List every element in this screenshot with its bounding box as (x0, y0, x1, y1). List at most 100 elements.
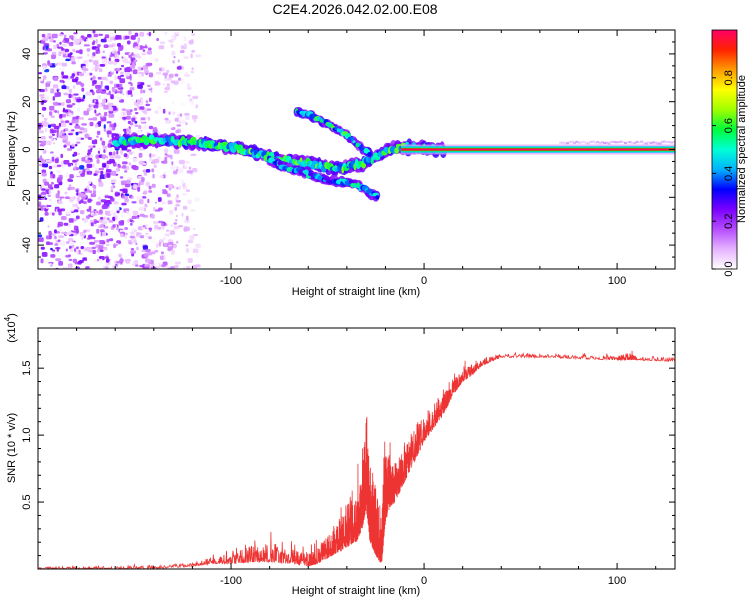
heatmap-cell (173, 170, 178, 175)
heatmap-cell (54, 229, 57, 234)
heatmap-cell (190, 70, 195, 74)
heatmap-cell (135, 169, 138, 173)
heatmap-cell (91, 66, 96, 71)
heatmap-cell (93, 60, 99, 66)
heatmap-cell (348, 179, 354, 184)
heatmap-cell (104, 157, 108, 161)
heatmap-cell (144, 258, 151, 263)
heatmap-cell (654, 141, 658, 144)
heatmap-cell (73, 248, 77, 252)
heatmap-cell (131, 201, 137, 204)
heatmap-cell (158, 241, 162, 247)
heatmap-cell (179, 50, 185, 54)
heatmap-cell (70, 75, 74, 79)
heatmap-cell (93, 33, 99, 38)
heatmap-cell (175, 166, 179, 170)
heatmap-cell (104, 174, 107, 179)
heatmap-cell (573, 141, 577, 144)
heatmap-cell (153, 158, 160, 163)
heatmap-cell (91, 55, 95, 59)
heatmap-cell (105, 262, 111, 266)
heatmap-cell (130, 93, 133, 97)
heatmap-cell (140, 117, 146, 120)
heatmap-cell (76, 160, 80, 166)
heatmap-cell (186, 170, 193, 174)
heatmap-cell (79, 127, 85, 131)
heatmap-cell (152, 173, 155, 179)
heatmap-cell (85, 38, 89, 41)
heatmap-cell (51, 181, 54, 185)
colorbar: 0.0 0.2 0.4 0.6 0.8 Normalized spectral ampl… (711, 29, 748, 277)
heatmap-cell (174, 264, 179, 269)
y-tick-label: 20 (21, 96, 33, 108)
heatmap-cell (134, 46, 141, 50)
heatmap-cell (56, 89, 59, 93)
heatmap-cell (163, 237, 166, 240)
heatmap-cell (114, 155, 121, 159)
heatmap-cell (86, 208, 92, 212)
heatmap-cell (610, 140, 614, 143)
heatmap-cell (186, 215, 189, 221)
heatmap-cell (158, 45, 165, 50)
heatmap-cell (180, 37, 185, 41)
heatmap-cell (184, 72, 188, 77)
heatmap-cell (58, 228, 62, 232)
heatmap-cell (89, 102, 96, 105)
heatmap-cell (79, 37, 83, 43)
heatmap-cell (188, 166, 192, 170)
heatmap-cell (68, 113, 73, 117)
heatmap-cell (126, 94, 129, 98)
heatmap-cell (161, 66, 165, 71)
heatmap-cell (81, 196, 86, 200)
heatmap-cell (72, 159, 77, 163)
heatmap-cell (119, 229, 125, 233)
heatmap-cell (173, 149, 180, 154)
heatmap-cell (68, 89, 73, 93)
heatmap-cell (63, 222, 69, 226)
heatmap-cell (153, 163, 158, 167)
heatmap-cell (191, 67, 194, 71)
heatmap-cell (183, 227, 188, 232)
heatmap-cell (72, 218, 78, 222)
y-tick-label: 1.5 (21, 361, 33, 376)
heatmap-cell (50, 254, 56, 258)
heatmap-cell (99, 216, 104, 220)
heatmap-cell (50, 115, 55, 118)
heatmap-cell (185, 244, 189, 247)
heatmap-cell (75, 50, 82, 54)
heatmap-cell (178, 168, 184, 173)
heatmap-cell (47, 225, 50, 228)
heatmap-cell (39, 163, 42, 167)
heatmap-cell (145, 223, 149, 228)
heatmap-cell (109, 155, 113, 158)
heatmap-cell (110, 197, 115, 202)
heatmap-cell (48, 135, 53, 139)
heatmap-cell (350, 137, 355, 141)
heatmap-cell (61, 71, 64, 76)
heatmap-cell (93, 104, 99, 109)
heatmap-cell (119, 116, 122, 119)
heatmap-cell (45, 87, 48, 92)
heatmap-cell (58, 261, 63, 266)
heatmap-cell (60, 153, 64, 159)
heatmap-cell (72, 54, 75, 57)
heatmap-cell (145, 62, 152, 67)
heatmap-cell (190, 53, 193, 59)
heatmap-cell (151, 251, 156, 255)
heatmap-cell (129, 86, 135, 91)
heatmap-cell (154, 262, 160, 267)
heatmap-cell (46, 178, 52, 182)
heatmap-cell (181, 87, 184, 91)
y-tick-label: 40 (21, 48, 33, 60)
heatmap-cell (127, 214, 130, 219)
heatmap-cell (103, 163, 106, 168)
heatmap-cell (69, 122, 73, 126)
heatmap-cell (83, 68, 89, 71)
heatmap-cell (87, 157, 92, 161)
heatmap-cell (154, 110, 159, 114)
heatmap-cell (131, 62, 136, 68)
heatmap-cell (112, 126, 116, 131)
heatmap-cell (38, 72, 42, 75)
heatmap-cell (133, 157, 138, 162)
heatmap-cell (568, 141, 572, 144)
